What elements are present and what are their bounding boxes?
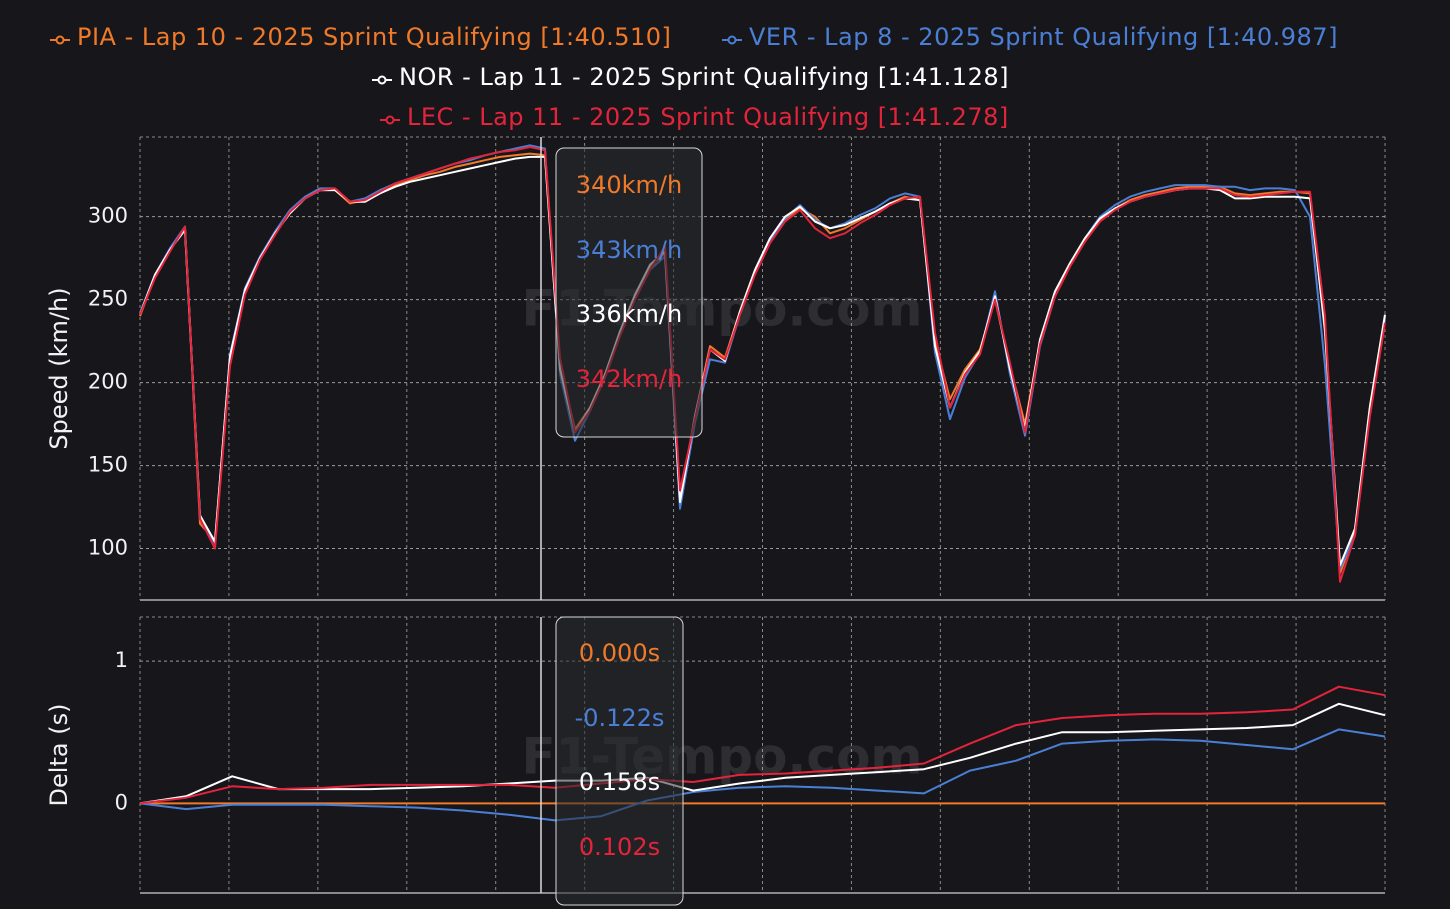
y-tick-label: 200 bbox=[88, 370, 128, 394]
tooltip-value: 342km/h bbox=[576, 365, 682, 393]
tooltip-box bbox=[555, 616, 684, 906]
y-tick-label: 0 bbox=[115, 790, 128, 814]
tooltip-value: 343km/h bbox=[576, 236, 682, 264]
legend-marker bbox=[727, 35, 737, 45]
legend-label: LEC - Lap 11 - 2025 Sprint Qualifying [1… bbox=[407, 103, 1009, 131]
series-line bbox=[139, 146, 1386, 583]
y-tick-label: 100 bbox=[88, 536, 128, 560]
series-line bbox=[139, 685, 1386, 805]
y-tick-label: 150 bbox=[88, 453, 128, 477]
tooltip-box bbox=[555, 147, 703, 438]
series-line bbox=[139, 702, 1386, 805]
y-tick-label: 250 bbox=[88, 287, 128, 311]
tooltip-value: 0.102s bbox=[579, 833, 660, 861]
tooltip-value: 336km/h bbox=[576, 300, 682, 328]
series-line bbox=[139, 728, 1386, 822]
legend-marker bbox=[377, 75, 387, 85]
tooltip-value: 0.158s bbox=[579, 768, 660, 796]
legend-marker bbox=[385, 115, 395, 125]
tooltip-value: 0.000s bbox=[579, 639, 660, 667]
tooltip-value: -0.122s bbox=[575, 704, 665, 732]
y-tick-label: 300 bbox=[88, 204, 128, 228]
tooltip-value: 340km/h bbox=[576, 171, 682, 199]
legend-marker bbox=[55, 35, 65, 45]
y-tick-label: 1 bbox=[115, 648, 128, 672]
legend-label: VER - Lap 8 - 2025 Sprint Qualifying [1:… bbox=[749, 23, 1338, 51]
legend-label: NOR - Lap 11 - 2025 Sprint Qualifying [1… bbox=[399, 63, 1009, 91]
legend-label: PIA - Lap 10 - 2025 Sprint Qualifying [1… bbox=[77, 23, 671, 51]
y-axis-title: Speed (km/h) bbox=[45, 287, 73, 449]
y-axis-title: Delta (s) bbox=[45, 704, 73, 807]
